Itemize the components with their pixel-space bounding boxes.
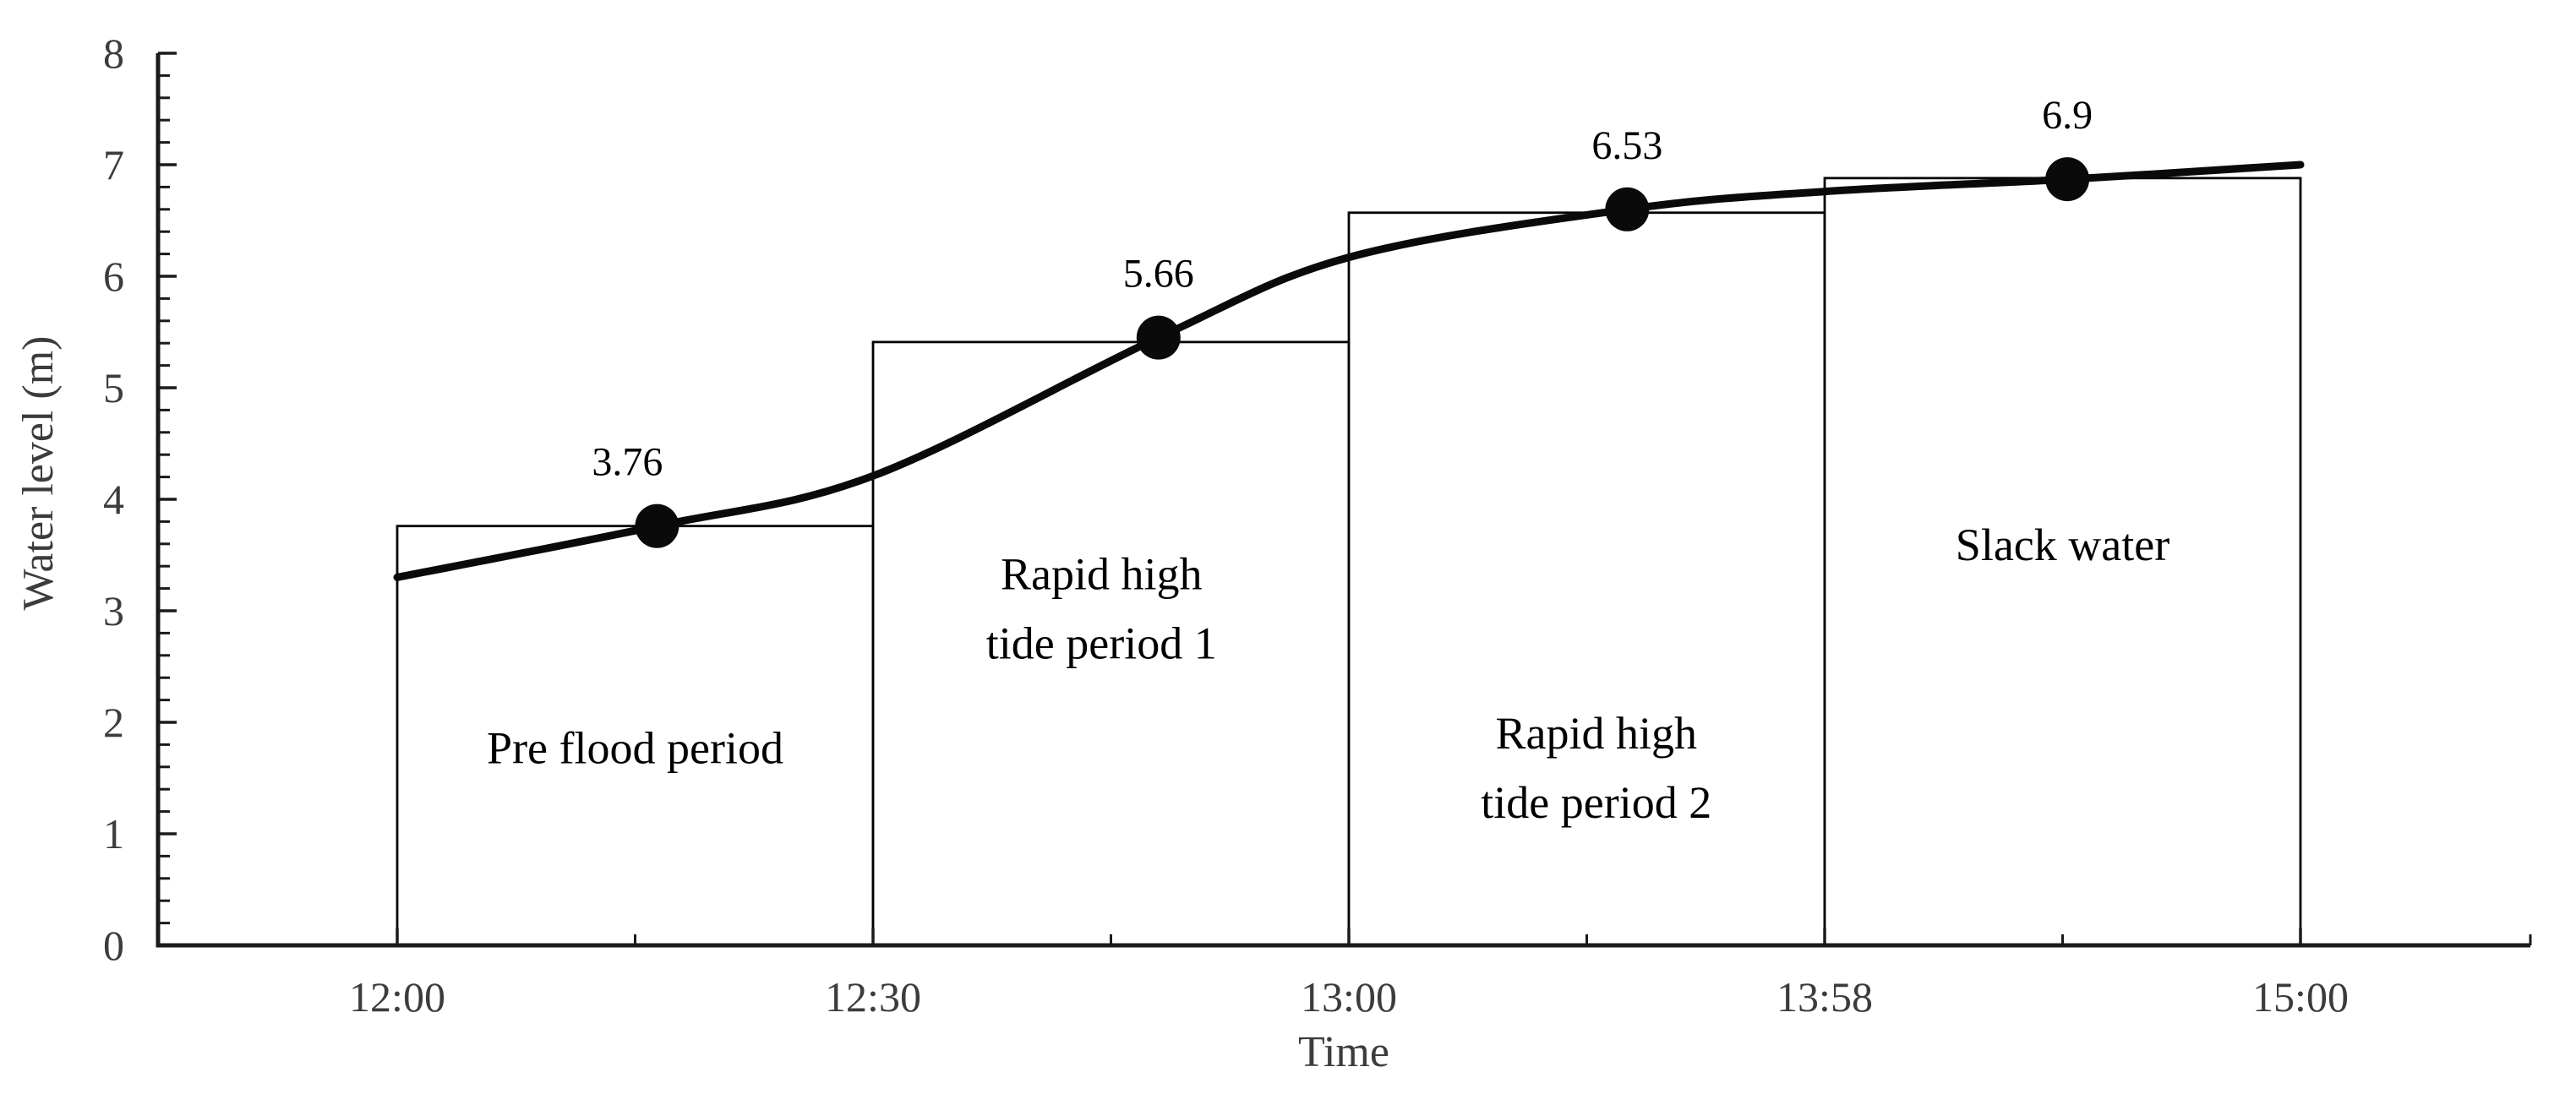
data-point-value-label: 6.9	[2042, 93, 2093, 138]
data-point-value-label: 5.66	[1123, 252, 1194, 297]
data-point-value-label: 3.76	[592, 440, 663, 485]
period-name-label: Slack water	[1956, 520, 2169, 570]
y-tick-label: 5	[103, 364, 124, 411]
y-tick-label: 6	[103, 253, 124, 300]
y-tick-label: 2	[103, 699, 124, 746]
y-tick-label: 4	[103, 476, 124, 523]
x-axis-title: Time	[1298, 1028, 1389, 1076]
y-tick-label: 1	[103, 810, 124, 857]
y-tick-label: 8	[103, 30, 124, 77]
period-name-label: Rapid high	[1001, 548, 1203, 599]
period-name-label: tide period 2	[1481, 777, 1711, 828]
data-markers-group	[635, 157, 2090, 548]
y-tick-label: 7	[103, 141, 124, 188]
x-tick-label: 12:30	[825, 973, 921, 1021]
y-axis-title: Water level (m)	[14, 336, 63, 611]
period-bar	[1347, 211, 1826, 947]
x-tick-label: 12:00	[349, 973, 445, 1021]
period-bar	[1823, 177, 2302, 947]
data-point-marker	[2045, 157, 2090, 202]
period-labels-group: Pre flood period Rapid high tide period 1 R…	[487, 520, 2169, 828]
water-level-curve	[393, 161, 2305, 581]
period-name-label: tide period 1	[986, 618, 1217, 668]
period-name-label: Pre flood period	[487, 722, 783, 773]
data-point-marker	[1136, 315, 1181, 360]
x-tick-label: 13:00	[1301, 973, 1397, 1021]
y-tick-label: 3	[103, 587, 124, 634]
tick-labels-group: 0 1 2 3 4 5 6 7 8 12:00 12:30 13:00 13:58 15:00	[103, 30, 2349, 1021]
period-bar	[396, 525, 875, 947]
x-tick-label: 15:00	[2252, 973, 2349, 1021]
x-tick-label: 13:58	[1776, 973, 1873, 1021]
data-point-value-label: 6.53	[1591, 123, 1662, 168]
period-name-label: Rapid high	[1496, 708, 1698, 759]
water-level-curve-group	[393, 161, 2305, 581]
point-labels-group: 3.76 5.66 6.53 6.9	[592, 93, 2093, 485]
data-point-marker	[635, 504, 679, 548]
data-point-marker	[1605, 187, 1650, 231]
axis-ticks-group	[158, 52, 2532, 947]
y-tick-label: 0	[103, 922, 124, 969]
